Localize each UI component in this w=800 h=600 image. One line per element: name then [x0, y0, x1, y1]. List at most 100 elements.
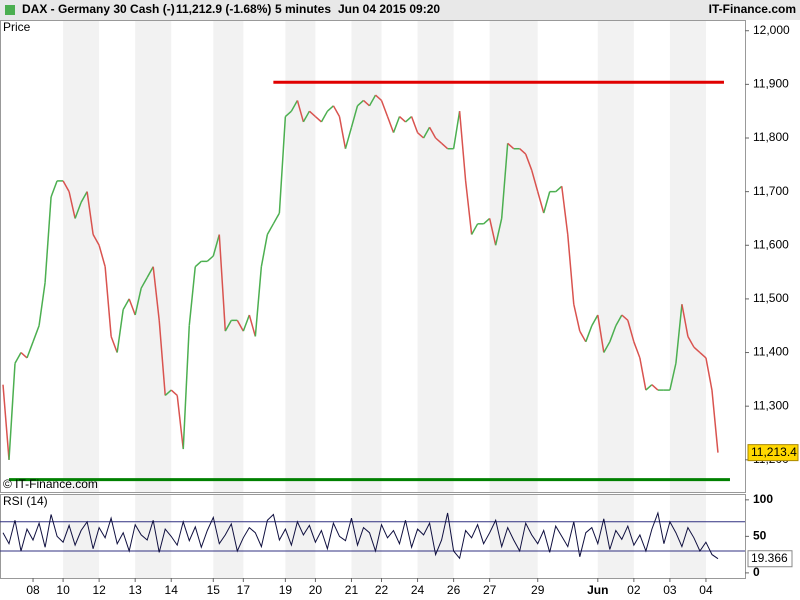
price-segment [176, 395, 184, 450]
day-band [285, 21, 316, 492]
logo [5, 5, 15, 15]
price-segment [32, 325, 40, 343]
y-tick-label: 11,500 [753, 291, 789, 305]
price-segment [699, 351, 707, 359]
day-band [597, 495, 634, 578]
day-band [213, 495, 244, 578]
price-segment [561, 186, 569, 235]
x-tick-label: 15 [207, 583, 221, 597]
price-segment [452, 111, 461, 149]
price-segment [573, 304, 581, 332]
panel-label: RSI (14) [3, 494, 48, 508]
price-segment [290, 100, 299, 112]
brand: IT-Finance.com [709, 2, 796, 16]
y-tick-label: 11,700 [753, 184, 789, 198]
price-segment [519, 148, 527, 155]
price-segment [140, 277, 148, 289]
price-segment [260, 234, 269, 267]
price-segment [380, 100, 389, 117]
price-segment [338, 116, 347, 149]
x-tick-label: 10 [56, 583, 70, 597]
day-band [417, 21, 454, 492]
x-tick-label: 24 [411, 583, 425, 597]
price-segment [705, 357, 713, 391]
price-segment [2, 384, 10, 460]
day-band [669, 495, 706, 578]
x-tick-label: 12 [92, 583, 106, 597]
day-band [135, 21, 172, 492]
price-segment [585, 325, 593, 343]
panel-label: Price [3, 20, 31, 34]
y-tick-label: 11,400 [753, 345, 789, 359]
day-band [351, 495, 382, 578]
x-tick-label: 20 [309, 583, 323, 597]
price-segment [669, 363, 677, 391]
last-price-box [747, 444, 799, 462]
price-segment [92, 234, 100, 246]
price-segment [248, 314, 257, 337]
price-segment [428, 126, 437, 139]
y-tick-label: 11,600 [753, 237, 789, 251]
x-tick-label: 08 [26, 583, 40, 597]
price-segment [483, 217, 491, 225]
x-tick-label: 17 [237, 583, 251, 597]
price-segment [116, 309, 124, 353]
y-tick-label: 0 [753, 565, 760, 579]
price-segment [314, 115, 322, 123]
price-segment [392, 116, 401, 133]
price-segment [206, 255, 214, 262]
price-segment [122, 298, 130, 311]
price-segment [320, 110, 329, 123]
price-segment [326, 105, 334, 112]
price-segment [98, 245, 106, 267]
price-segment [543, 191, 551, 214]
price-segment [441, 142, 449, 150]
price-segment [26, 341, 34, 359]
price-segment [68, 191, 76, 219]
price-segment [74, 202, 82, 219]
header-bar [0, 0, 800, 20]
price-segment [375, 94, 383, 102]
price-segment [681, 304, 689, 337]
day-band [417, 495, 454, 578]
rsi-line [2, 511, 719, 560]
copyright: © IT-Finance.com [3, 477, 98, 491]
x-tick-label: Jun [587, 583, 608, 597]
instrument: DAX - Germany 30 Cash (-) [22, 2, 175, 16]
price-segment [278, 116, 287, 214]
price-segment [597, 314, 605, 353]
y-tick-label: 11,800 [753, 130, 789, 144]
price-segment [458, 111, 467, 181]
price-segment [104, 266, 112, 337]
x-tick-label: 22 [375, 583, 389, 597]
timestamp: Jun 04 2015 09:20 [338, 2, 440, 16]
day-band [213, 21, 244, 492]
price-segment [284, 110, 292, 118]
price-segment [170, 389, 178, 397]
price-segment [368, 94, 377, 107]
price-segment [555, 185, 563, 193]
day-band [285, 495, 316, 578]
price-segment [507, 142, 515, 150]
price-segment [8, 363, 16, 460]
y-tick-label: 50 [753, 529, 767, 543]
price-segment [38, 282, 46, 326]
day-band [489, 21, 538, 492]
price-segment [188, 266, 197, 326]
y-tick-label: 11,300 [753, 398, 789, 412]
x-tick-label: 27 [483, 583, 497, 597]
price-segment [50, 180, 58, 198]
x-tick-label: 19 [279, 583, 293, 597]
last-value-box [747, 550, 793, 568]
price-segment [236, 319, 244, 332]
day-band [489, 495, 538, 578]
price-segment [405, 115, 413, 123]
y-tick-label: 12,000 [753, 23, 790, 37]
x-tick-label: 26 [447, 583, 461, 597]
price-segment [296, 100, 305, 123]
price-segment [579, 330, 587, 343]
price-segment [308, 110, 316, 118]
price-segment [422, 126, 431, 139]
price-segment [158, 320, 166, 396]
